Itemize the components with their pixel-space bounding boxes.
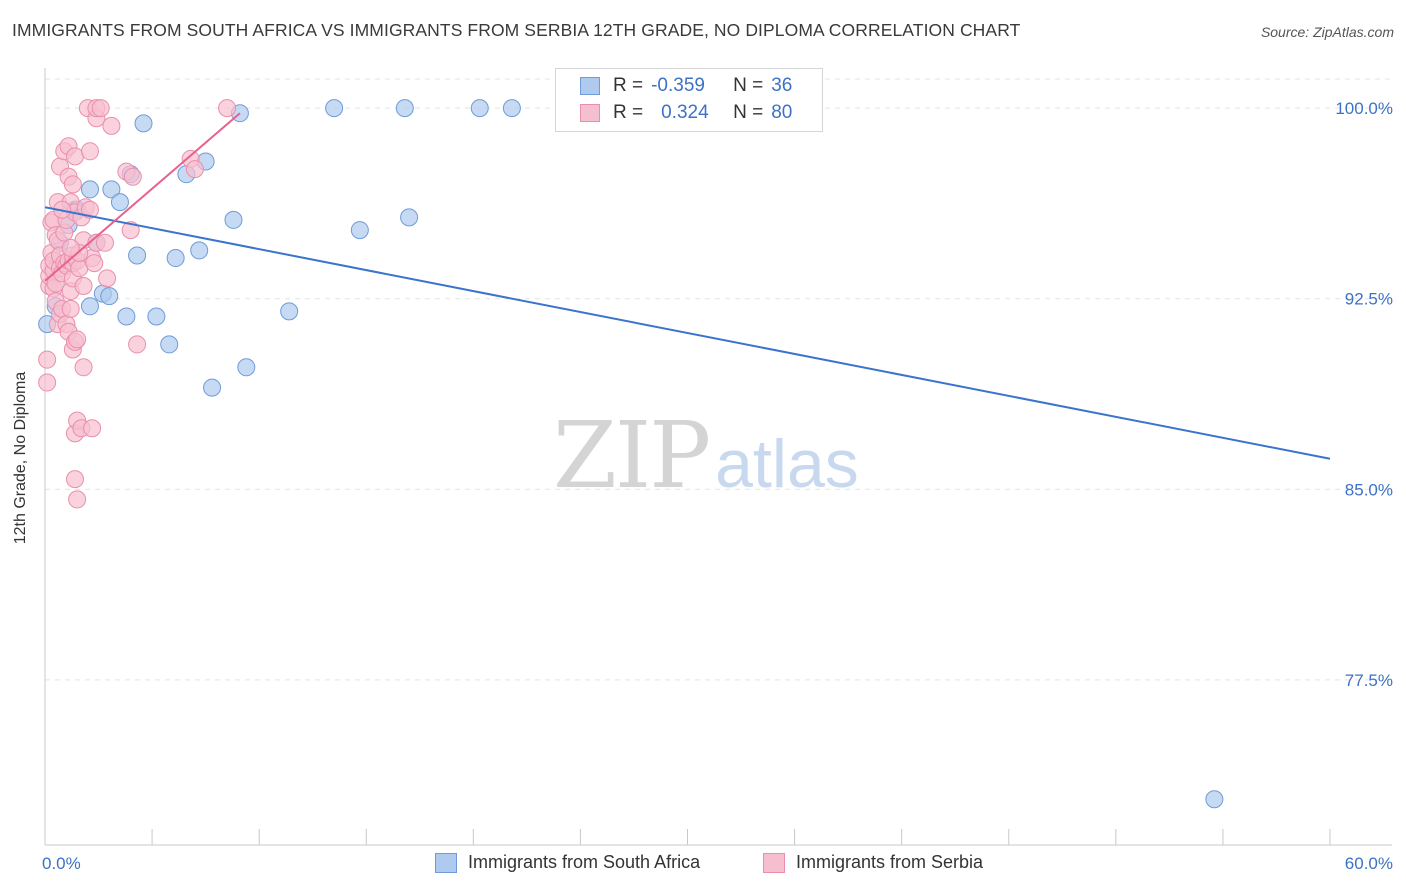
- point-serbia: [218, 99, 237, 118]
- point-south-africa: [325, 99, 344, 118]
- legend-box: R = -0.359 N = 36 R = 0.324 N = 80: [555, 68, 823, 132]
- point-south-africa: [203, 378, 222, 397]
- point-serbia: [74, 358, 93, 377]
- point-south-africa: [1205, 790, 1224, 809]
- legend-row-south-africa: R = -0.359 N = 36: [580, 73, 792, 99]
- y-tick-label: 92.5%: [1345, 290, 1393, 309]
- point-south-africa: [110, 193, 129, 212]
- point-serbia: [65, 147, 84, 166]
- bottom-legend-label: Immigrants from Serbia: [796, 852, 984, 872]
- point-south-africa: [190, 241, 209, 260]
- bottom-legend: Immigrants from South Africa Immigrants …: [0, 852, 1406, 878]
- legend-swatch-pink: [580, 104, 600, 122]
- point-south-africa: [350, 221, 369, 240]
- point-serbia: [128, 335, 147, 354]
- point-south-africa: [80, 297, 99, 316]
- chart-title: IMMIGRANTS FROM SOUTH AFRICA VS IMMIGRAN…: [12, 20, 1021, 40]
- point-serbia: [38, 350, 57, 369]
- point-serbia: [68, 490, 87, 509]
- legend-swatch-pink: [763, 852, 785, 873]
- point-serbia: [65, 470, 84, 489]
- legend-swatch-blue: [580, 77, 600, 95]
- legend-r-value: 0.324: [661, 102, 709, 123]
- y-tick-label: 100.0%: [1335, 99, 1393, 118]
- point-south-africa: [134, 114, 153, 133]
- legend-row-serbia: R = 0.324 N = 80: [580, 100, 792, 126]
- point-south-africa: [400, 208, 419, 227]
- point-south-africa: [237, 358, 256, 377]
- bottom-legend-south-africa[interactable]: Immigrants from South Africa: [435, 852, 700, 873]
- trendline-south-africa: [44, 206, 1331, 460]
- point-south-africa: [166, 249, 185, 268]
- point-serbia: [61, 299, 80, 318]
- point-south-africa: [160, 335, 179, 354]
- legend-n-value: 80: [771, 102, 793, 123]
- point-south-africa: [280, 302, 299, 321]
- point-serbia: [95, 233, 114, 252]
- point-south-africa: [224, 210, 243, 229]
- watermark-zip: ZIP: [553, 402, 711, 509]
- legend-r-label: R =: [613, 75, 644, 96]
- point-serbia: [185, 160, 204, 179]
- point-serbia: [85, 254, 104, 273]
- point-south-africa: [80, 180, 99, 199]
- point-serbia: [83, 419, 102, 438]
- point-south-africa: [117, 307, 136, 326]
- point-south-africa: [102, 180, 121, 199]
- x-tick-label: 60.0%: [1345, 854, 1393, 873]
- point-serbia: [61, 238, 80, 257]
- legend-r-label: R =: [613, 102, 644, 123]
- point-south-africa: [100, 287, 119, 306]
- x-tick-label: 0.0%: [42, 854, 81, 873]
- watermark: ZIPatlas: [553, 402, 859, 509]
- point-south-africa: [147, 307, 166, 326]
- point-serbia: [68, 330, 87, 349]
- point-serbia: [38, 373, 57, 392]
- legend-n-label: N =: [733, 102, 764, 123]
- point-serbia: [63, 175, 82, 194]
- y-tick-label: 77.5%: [1345, 671, 1393, 690]
- source-label: Source: ZipAtlas.com: [1260, 24, 1394, 40]
- legend-swatch-blue: [435, 852, 457, 873]
- point-south-africa: [470, 99, 489, 118]
- point-south-africa: [502, 99, 521, 118]
- y-tick-label: 85.0%: [1345, 480, 1393, 499]
- bottom-legend-serbia[interactable]: Immigrants from Serbia: [763, 852, 983, 873]
- point-serbia: [98, 269, 117, 288]
- point-serbia: [91, 99, 110, 118]
- legend-n-label: N =: [733, 75, 764, 96]
- point-serbia: [123, 167, 142, 186]
- legend-r-value: -0.359: [651, 75, 705, 96]
- legend-n-value: 36: [771, 75, 793, 96]
- point-south-africa: [128, 246, 147, 265]
- y-axis-label: 12th Grade, No Diploma: [12, 371, 29, 545]
- point-south-africa: [395, 99, 414, 118]
- bottom-legend-label: Immigrants from South Africa: [468, 852, 701, 872]
- trendline-serbia: [44, 112, 241, 282]
- point-serbia: [102, 116, 121, 135]
- point-serbia: [80, 200, 99, 219]
- point-serbia: [74, 276, 93, 295]
- point-serbia: [80, 142, 99, 161]
